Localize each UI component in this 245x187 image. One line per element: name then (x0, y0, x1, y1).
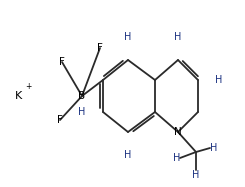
Text: B: B (78, 91, 86, 101)
Text: K: K (14, 91, 22, 101)
Text: F: F (57, 115, 63, 125)
Text: H: H (124, 32, 132, 42)
Text: H: H (173, 153, 180, 163)
Text: H: H (210, 143, 217, 153)
Text: H: H (78, 107, 85, 117)
Text: +: + (25, 82, 31, 91)
Text: H: H (174, 32, 182, 42)
Text: F: F (59, 57, 65, 67)
Text: F: F (97, 43, 103, 53)
Text: H: H (192, 170, 200, 180)
Text: N: N (174, 127, 182, 137)
Text: H: H (215, 75, 222, 85)
Text: H: H (124, 150, 132, 160)
